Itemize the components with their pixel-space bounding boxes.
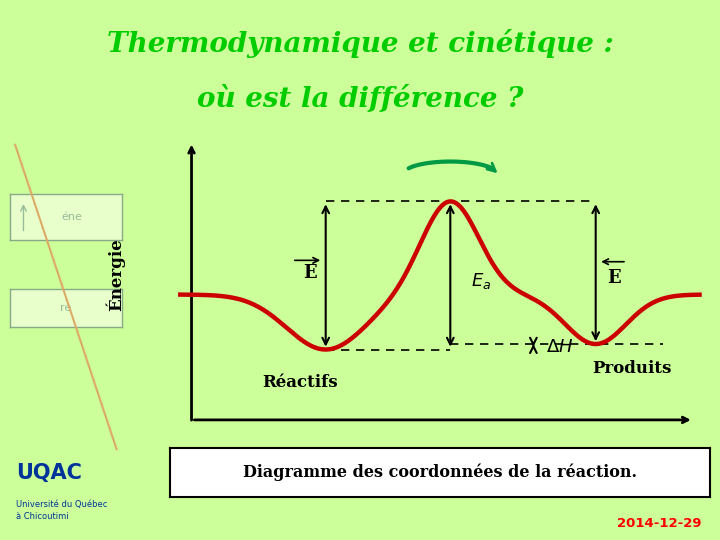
Text: E: E xyxy=(303,264,317,282)
Text: $\Delta H$: $\Delta H$ xyxy=(546,338,574,356)
Text: E: E xyxy=(607,269,621,287)
Text: re: re xyxy=(60,303,71,313)
Text: $E_a$: $E_a$ xyxy=(471,271,491,291)
Text: Diagramme des coordonnées de la réaction.: Diagramme des coordonnées de la réaction… xyxy=(243,464,637,481)
Text: Université du Québec: Université du Québec xyxy=(16,500,107,509)
Text: Énergie: Énergie xyxy=(106,238,126,311)
Text: à Chicoutimi: à Chicoutimi xyxy=(16,511,68,521)
Text: UQAC: UQAC xyxy=(16,463,81,483)
Text: Thermodynamique et cinétique :: Thermodynamique et cinétique : xyxy=(107,29,613,58)
Text: Réactifs: Réactifs xyxy=(262,374,338,391)
Text: éne: éne xyxy=(61,212,82,222)
Text: Temps: Temps xyxy=(437,454,497,471)
Text: 2014-12-29: 2014-12-29 xyxy=(618,517,702,530)
Text: où est la différence ?: où est la différence ? xyxy=(197,85,523,113)
Text: Produits: Produits xyxy=(593,360,672,377)
